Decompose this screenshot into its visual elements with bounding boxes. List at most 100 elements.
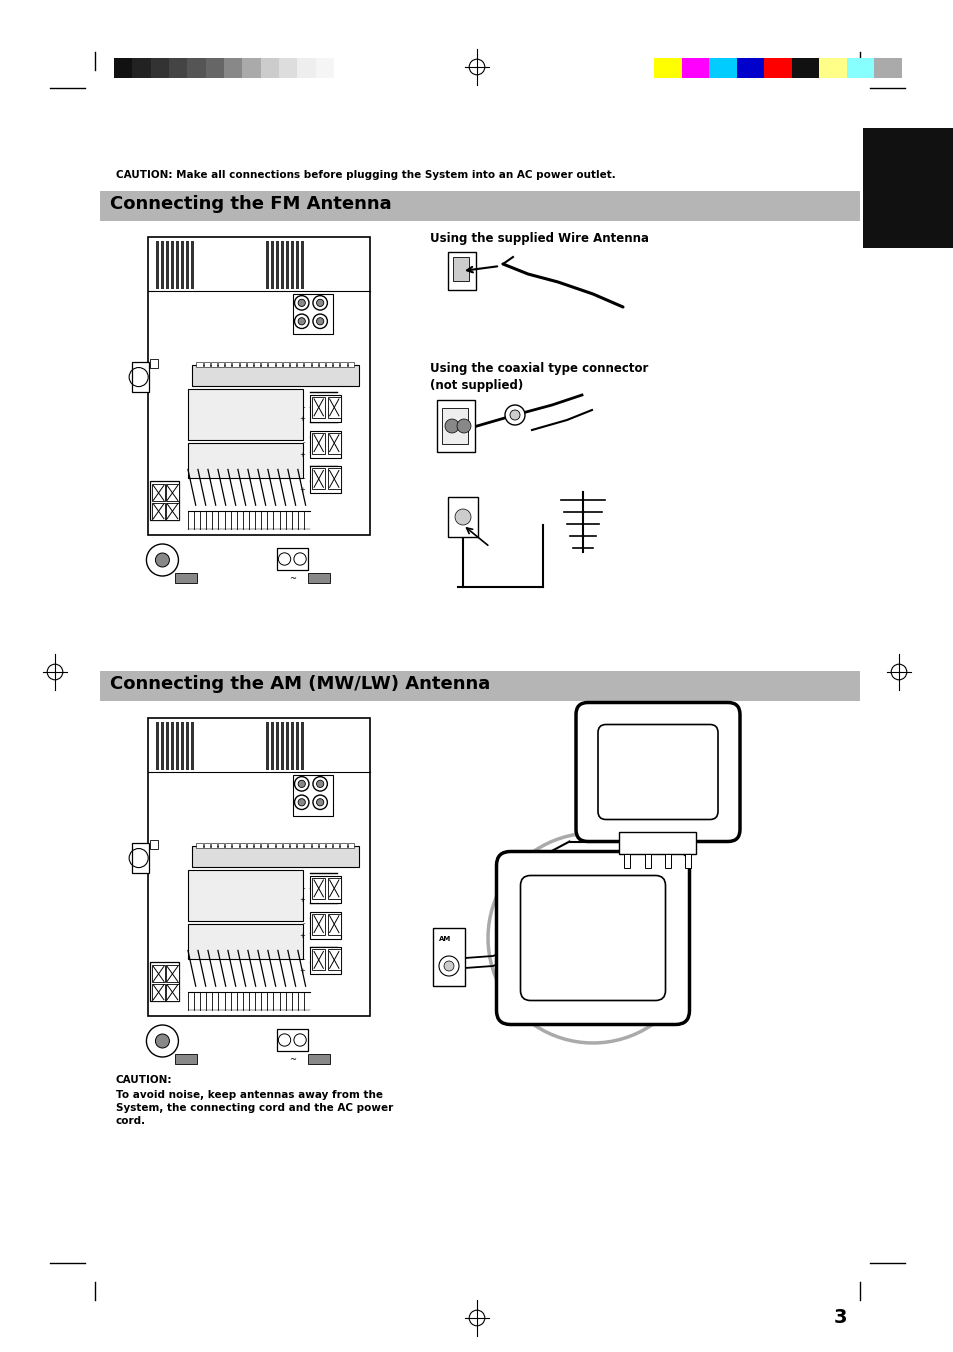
Bar [166,241,169,288]
Bar [203,362,210,368]
Text: -: - [303,404,305,410]
Text: +: + [299,487,305,493]
Bar [347,844,354,848]
Bar [253,844,260,848]
Bar [680,58,708,78]
Bar [327,877,340,899]
Circle shape [443,961,454,971]
Circle shape [316,780,323,787]
FancyBboxPatch shape [496,852,689,1025]
Bar [304,362,311,368]
Bar [862,128,953,247]
Bar [175,722,179,769]
Circle shape [438,956,458,976]
Text: -: - [303,884,305,891]
Bar [297,362,303,368]
Bar [171,241,173,288]
Bar [166,503,178,519]
Bar [224,58,242,78]
Text: Connecting the FM Antenna: Connecting the FM Antenna [110,195,392,214]
Bar [253,362,260,368]
Circle shape [510,410,519,420]
Bar [290,362,296,368]
Bar [318,844,325,848]
Bar [278,58,297,78]
Bar [218,844,224,848]
Bar [310,911,341,938]
Text: Using the coaxial type connector
(not supplied): Using the coaxial type connector (not su… [430,362,648,392]
Bar [171,722,173,769]
Bar [291,241,294,288]
Bar [181,722,184,769]
Text: 3: 3 [832,1307,846,1328]
Bar [187,58,206,78]
Text: -: - [303,956,305,963]
Bar [150,481,179,521]
Bar [271,722,274,769]
Bar [285,241,289,288]
Bar [175,241,179,288]
Bar [293,775,333,815]
FancyBboxPatch shape [576,703,740,841]
Text: CAUTION: Make all connections before plugging the System into an AC power outlet: CAUTION: Make all connections before plu… [116,170,615,180]
Text: ~: ~ [289,1055,295,1064]
Bar [618,831,696,853]
Bar [310,876,341,903]
Bar [297,58,315,78]
Bar [276,548,308,571]
Text: +: + [299,416,305,422]
Bar [318,362,325,368]
Bar [308,1055,330,1064]
Bar [327,397,340,418]
Circle shape [316,318,323,324]
Bar [340,844,346,848]
Bar [188,869,303,921]
Bar [763,58,791,78]
Bar [166,965,178,983]
Bar [247,362,253,368]
Bar [150,840,157,849]
Bar [113,58,132,78]
Bar [166,722,169,769]
Bar [300,241,303,288]
Bar [152,484,165,502]
Bar [169,58,187,78]
Bar [152,965,165,983]
Bar [188,442,303,479]
Text: Using the supplied Wire Antenna: Using the supplied Wire Antenna [430,233,648,245]
Bar [290,844,296,848]
Bar [233,844,238,848]
Circle shape [316,799,323,806]
Circle shape [444,419,458,433]
Bar [100,671,859,700]
Bar [148,237,370,535]
Bar [736,58,763,78]
Bar [664,853,671,868]
Bar [206,58,224,78]
Text: AM: AM [438,936,451,942]
Circle shape [298,780,305,787]
Bar [152,984,165,1000]
Bar [297,844,303,848]
Text: +: + [299,896,305,903]
Bar [453,257,469,281]
Bar [203,844,210,848]
Bar [152,503,165,519]
Bar [161,722,164,769]
Bar [310,395,341,422]
Bar [654,58,680,78]
Bar [156,722,159,769]
Bar [188,389,303,439]
Bar [347,362,354,368]
Bar [327,949,340,971]
Bar [193,846,358,867]
Bar [310,948,341,975]
Text: +: + [299,933,305,938]
Bar [161,241,164,288]
Bar [239,844,246,848]
Circle shape [155,553,170,566]
Bar [196,844,202,848]
Bar [211,844,216,848]
Bar [300,722,303,769]
Bar [312,433,325,453]
